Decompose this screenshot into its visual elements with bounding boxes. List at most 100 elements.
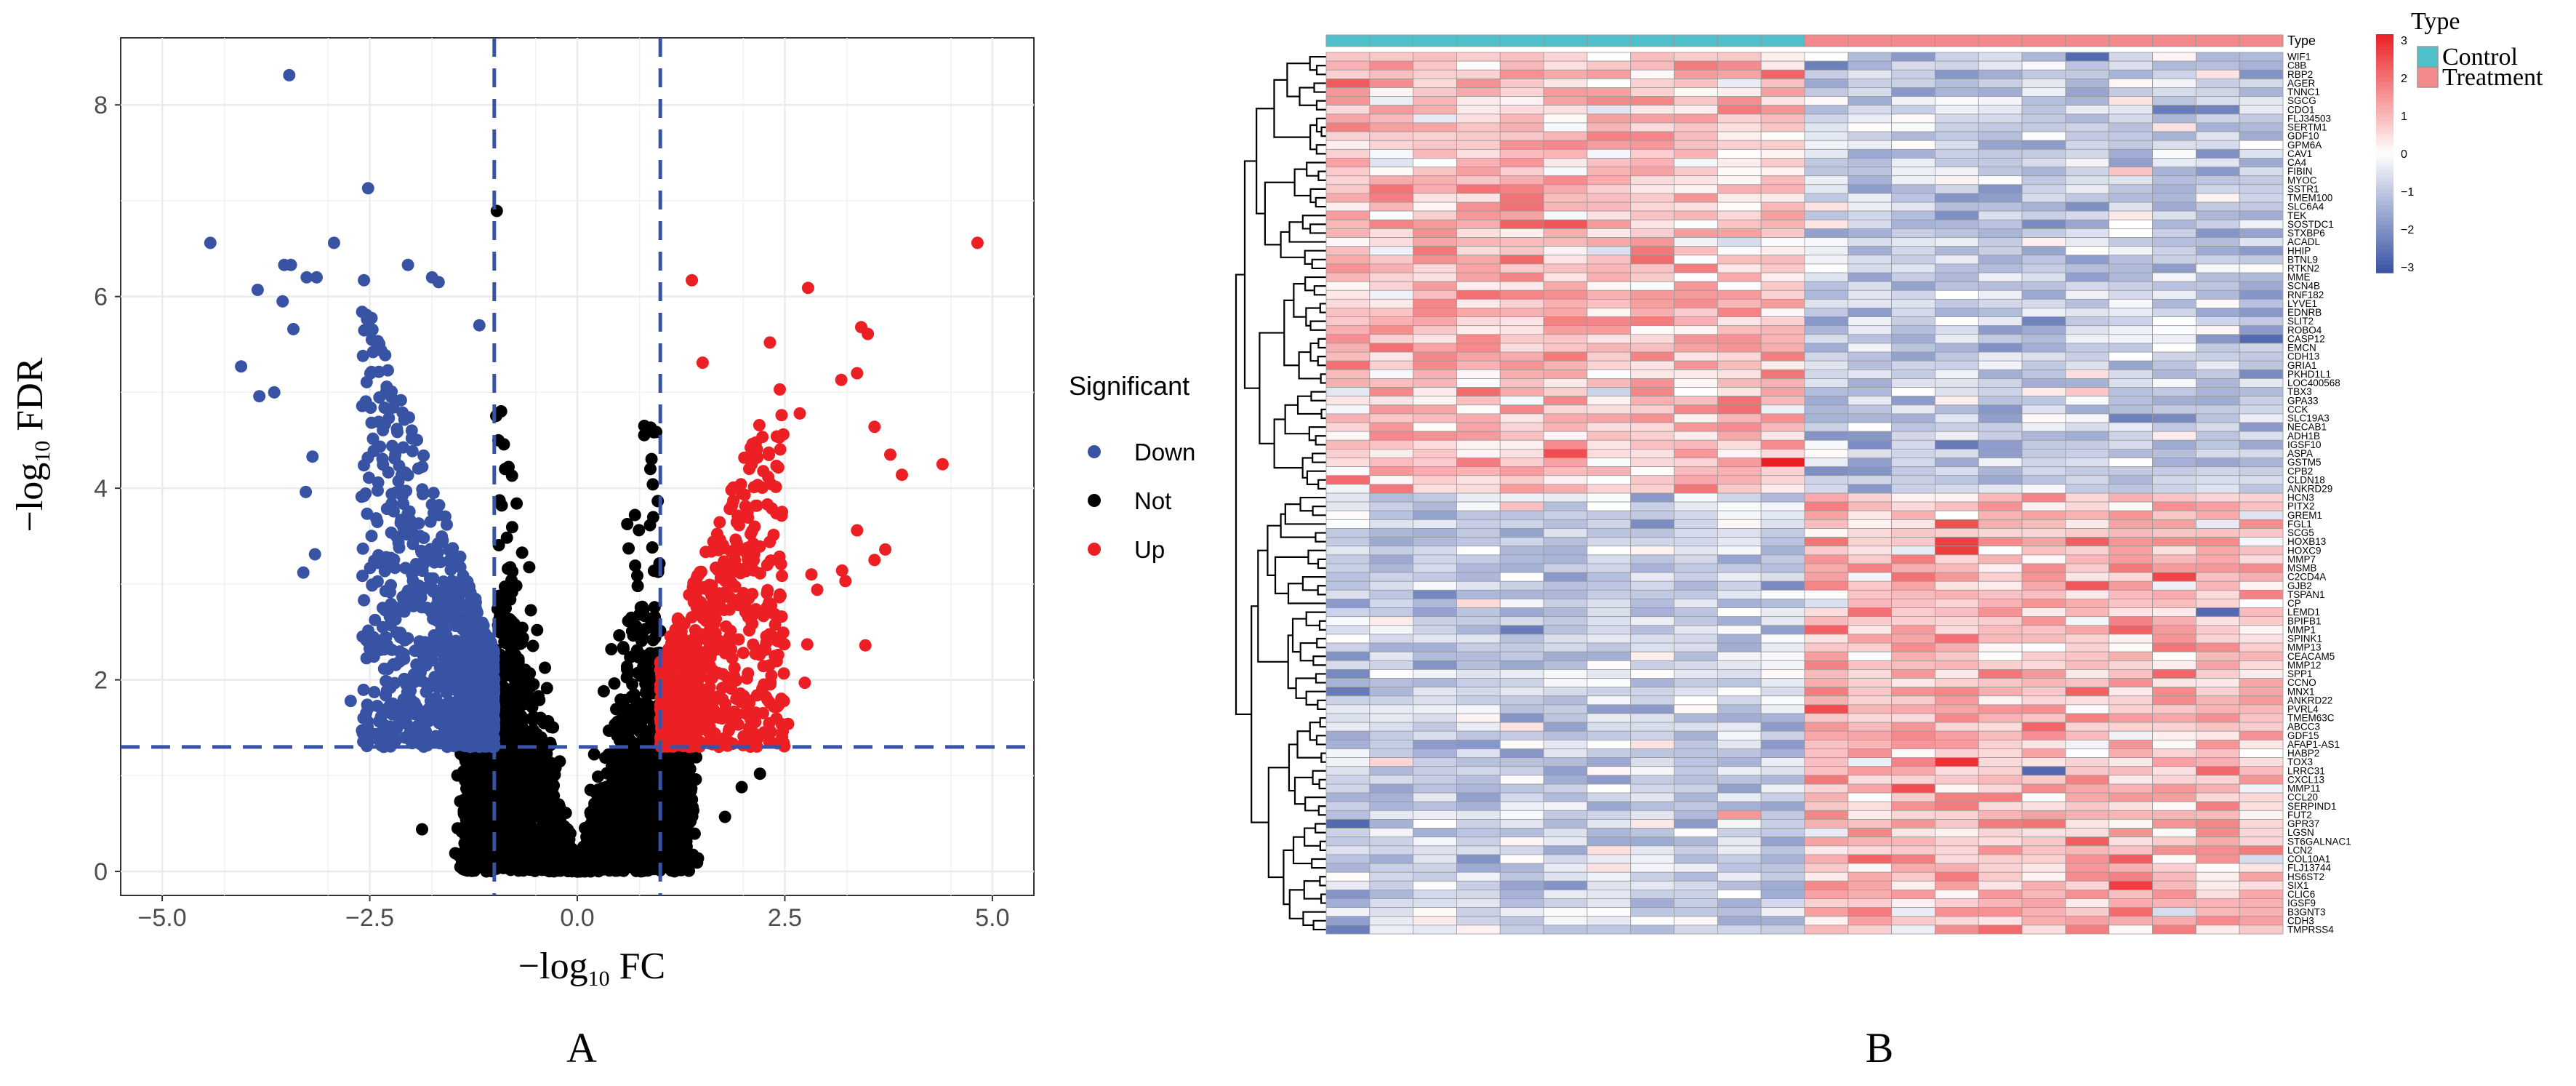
heatmap-cell xyxy=(1674,113,1718,124)
heatmap-cell xyxy=(2021,175,2066,185)
point-up xyxy=(716,682,729,695)
annotation-cell-treatment xyxy=(2195,34,2240,47)
heatmap-cell xyxy=(1891,193,1935,203)
point-not xyxy=(512,623,525,636)
heatmap-cell xyxy=(1325,158,1371,167)
heatmap-cell xyxy=(1325,255,1371,265)
heatmap-cell xyxy=(2152,52,2196,62)
heatmap-cell xyxy=(1891,140,1935,150)
y-tick-label: 8 xyxy=(94,92,108,119)
type-annotation-label: Type xyxy=(2287,33,2316,48)
heatmap-cell xyxy=(2195,105,2240,115)
point-up xyxy=(936,458,949,471)
heatmap-cell xyxy=(2239,246,2284,256)
point-not xyxy=(683,776,697,789)
dendrogram-branch xyxy=(1311,258,1326,270)
heatmap-cell xyxy=(1325,201,1371,212)
heatmap-cell xyxy=(1891,167,1935,177)
point-up xyxy=(703,624,716,637)
point-down xyxy=(406,695,420,708)
point-down xyxy=(372,365,385,378)
dendrogram-branch xyxy=(1301,215,1326,230)
point-not xyxy=(416,823,428,836)
heatmap-cell xyxy=(2239,228,2284,238)
heatmap-cell xyxy=(1674,193,1718,203)
point-not xyxy=(646,541,659,554)
heatmap-cell xyxy=(2152,140,2196,150)
heatmap-cell xyxy=(1499,237,1544,247)
heatmap-cell xyxy=(1456,219,1501,229)
heatmap-cell xyxy=(1325,60,1371,71)
point-down xyxy=(378,564,391,578)
row-dendrogram xyxy=(1235,55,1326,931)
heatmap-cell xyxy=(1456,96,1501,106)
heatmap-cell xyxy=(1760,140,1805,150)
heatmap-cell xyxy=(2021,219,2066,229)
heatmap-cell xyxy=(1543,184,1588,194)
point-down xyxy=(473,319,486,332)
dendrogram-branch xyxy=(1302,911,1326,926)
dendrogram-branch xyxy=(1309,223,1326,234)
dendrogram-branch xyxy=(1317,585,1326,596)
heatmap-cell xyxy=(1630,210,1674,220)
heatmap-cell xyxy=(1891,175,1935,185)
point-down xyxy=(287,323,300,335)
point-not xyxy=(644,421,657,434)
heatmap-cell xyxy=(2108,105,2153,115)
point-down xyxy=(365,416,378,429)
heatmap-cell xyxy=(1717,246,1762,256)
point-up xyxy=(687,596,700,609)
heatmap-cell xyxy=(1847,184,1893,194)
heatmap-cell xyxy=(1630,131,1674,141)
point-not xyxy=(647,564,660,578)
dendrogram-branch xyxy=(1320,126,1326,137)
heatmap-cell xyxy=(2108,263,2153,274)
heatmap-cell xyxy=(1325,87,1371,97)
heatmap-cell xyxy=(2108,167,2153,177)
heatmap-cell xyxy=(1325,52,1371,62)
heatmap-cell xyxy=(2065,184,2110,194)
heatmap-cell xyxy=(1456,237,1501,247)
heatmap-cell xyxy=(1847,60,1893,71)
annotation-cell-treatment xyxy=(2239,34,2284,47)
heatmap-cell xyxy=(2021,131,2066,141)
heatmap-cell xyxy=(2021,184,2066,194)
heatmap-cell xyxy=(1891,158,1935,167)
heatmap-cell xyxy=(2239,52,2284,62)
heatmap-cell xyxy=(2152,69,2196,79)
point-up xyxy=(868,420,881,434)
heatmap-cell xyxy=(2108,184,2153,194)
heatmap-cell xyxy=(1630,148,1674,159)
annotation-cell-treatment xyxy=(1934,34,1979,47)
dendrogram-branch xyxy=(1312,506,1326,516)
point-not xyxy=(646,860,659,873)
point-not xyxy=(622,542,635,555)
heatmap-cell xyxy=(1413,184,1457,194)
point-not xyxy=(601,817,614,830)
heatmap-cell xyxy=(2239,237,2284,247)
heatmap-cell xyxy=(2065,175,2110,185)
point-up xyxy=(757,706,769,719)
heatmap-cell xyxy=(1413,131,1457,141)
point-down xyxy=(344,695,357,708)
heatmap-cell xyxy=(2065,263,2110,274)
heatmap-cell xyxy=(2239,175,2284,185)
point-up xyxy=(766,630,779,643)
point-not xyxy=(523,829,536,842)
heatmap-cell xyxy=(2065,78,2110,88)
heatmap-cell xyxy=(2021,228,2066,238)
heatmap-cell xyxy=(2108,69,2153,79)
point-down xyxy=(397,516,410,529)
heatmap-cell xyxy=(2152,78,2196,88)
heatmap-cell xyxy=(1760,237,1805,247)
heatmap-cell xyxy=(2239,219,2284,229)
point-not xyxy=(644,463,657,476)
point-up xyxy=(728,669,741,682)
dendrogram-branch xyxy=(1283,299,1299,367)
heatmap-cell xyxy=(1760,69,1805,79)
point-up xyxy=(733,519,745,532)
heatmap-cell xyxy=(1413,140,1457,150)
heatmap-cell xyxy=(1847,105,1893,115)
point-up xyxy=(762,729,775,742)
heatmap-cell xyxy=(1499,255,1544,265)
